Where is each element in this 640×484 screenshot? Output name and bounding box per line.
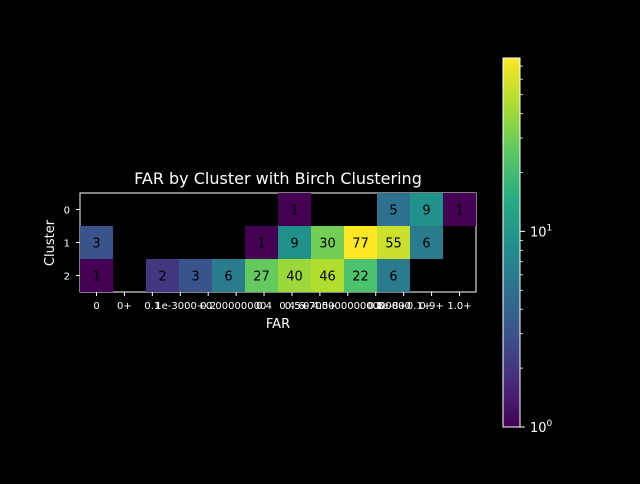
chart-title: FAR by Cluster with Birch Clustering (134, 169, 422, 188)
x-axis-ticks: 0 0+ 0.11e-3000+0.20.000000000.4 0.4.60.4.5… (93, 292, 472, 312)
cell-label: 22 (352, 270, 369, 285)
heatmap-cell (344, 226, 377, 259)
cell-label: 3 (92, 237, 100, 252)
colorbar (502, 57, 521, 428)
cell-label: 77 (352, 237, 369, 252)
heatmap-cell (410, 193, 443, 226)
colorbar-ticks: 100 101 (520, 65, 553, 436)
x-tick-label: 0 (93, 301, 99, 312)
y-axis-label: Cluster (43, 219, 58, 266)
heatmap-cells: 1 5 9 13 1 9 30 77 55 61 2 3 6 27 40 46 22 6 (79, 192, 477, 293)
cell-label: 9 (422, 204, 430, 219)
heatmap-cell (311, 259, 344, 292)
x-tick-label: 0.2 (200, 301, 216, 312)
x-tick-label: 0+ (117, 301, 132, 312)
heatmap-cell (80, 259, 113, 292)
cell-label: 40 (286, 270, 303, 285)
y-tick-label: 0 (64, 206, 70, 217)
x-tick-label: 0.4 (256, 301, 272, 312)
heatmap-cell (311, 226, 344, 259)
heatmap-cell (245, 259, 278, 292)
heatmap-cell (212, 259, 245, 292)
heatmap-cell (410, 226, 443, 259)
cell-label: 3 (191, 270, 199, 285)
cell-label: 30 (319, 237, 336, 252)
x-tick-label: 1.0+ (447, 301, 471, 312)
x-tick-label: 0.8 (368, 301, 384, 312)
heatmap-cell (245, 226, 278, 259)
x-tick-label: 0.5+7000000000000000 (285, 301, 411, 312)
cell-label: 55 (385, 237, 402, 252)
heatmap-cell (146, 259, 179, 292)
x-tick-label: 0.00000000 (206, 301, 266, 312)
y-tick-label: 1 (64, 239, 70, 250)
cell-label: 6 (422, 237, 430, 252)
cell-label: 5 (389, 204, 397, 219)
cell-label: 1 (455, 204, 463, 219)
heatmap-cell (344, 259, 377, 292)
heatmap-cell (278, 259, 311, 292)
x-tick-label: 1e-8+0.1+ (376, 301, 431, 312)
cell-label: 6 (389, 270, 397, 285)
cell-label: 6 (224, 270, 232, 285)
y-tick-label: 2 (64, 272, 70, 283)
cell-label: 9 (290, 237, 298, 252)
cell-label: 46 (319, 270, 336, 285)
x-tick-label: 0.1 (144, 301, 160, 312)
heatmap-cell (179, 259, 212, 292)
colorbar-tick-label: 100 (530, 419, 553, 436)
x-tick-label: 0.4.6 (279, 301, 304, 312)
x-tick-label: 1e-3000+ (155, 301, 205, 312)
heatmap-cell (278, 226, 311, 259)
cell-label: 1 (290, 204, 298, 219)
heatmap-cell (377, 226, 410, 259)
x-axis-label: FAR (266, 317, 290, 332)
cell-label: 2 (158, 270, 166, 285)
heatmap-cell (377, 193, 410, 226)
cell-label: 1 (92, 270, 100, 285)
colorbar-tick-label: 101 (530, 223, 552, 240)
heatmap-cell (278, 193, 311, 226)
heatmap-cell (80, 226, 113, 259)
heatmap-cell (377, 259, 410, 292)
cell-label: 1 (257, 237, 265, 252)
heatmap-cell (443, 193, 476, 226)
y-axis-ticks: 0 1 2 (64, 206, 80, 283)
x-tick-label: 0.9+ (419, 301, 443, 312)
cell-label: 27 (253, 270, 270, 285)
x-tick-label: 0.4.5+ (303, 301, 337, 312)
